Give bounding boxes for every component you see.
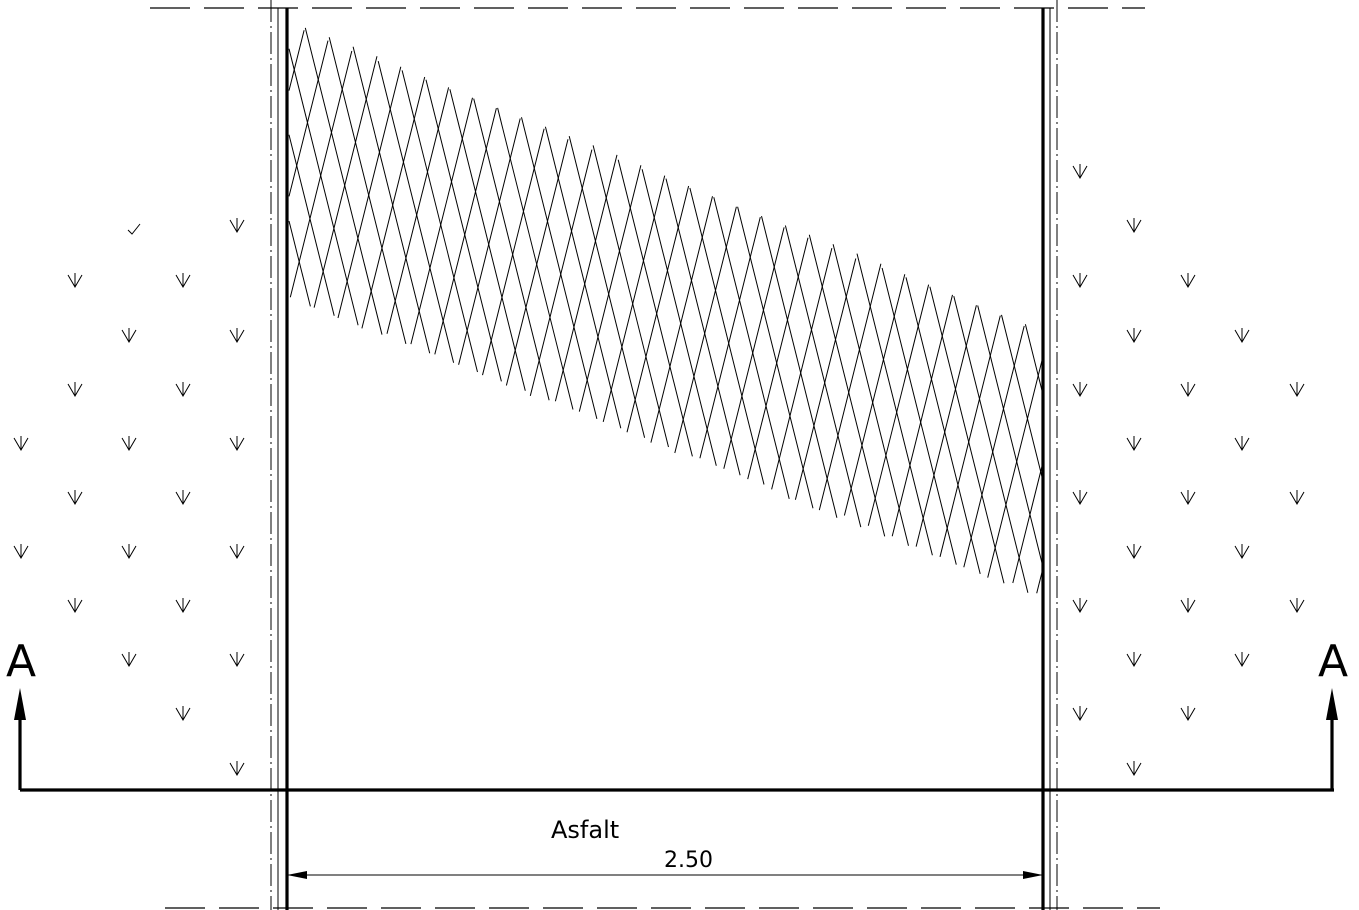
grass-icon bbox=[67, 598, 83, 613]
grass-icon bbox=[229, 652, 245, 667]
grass-icon bbox=[229, 436, 245, 451]
grass-icon bbox=[175, 273, 191, 288]
grass-symbols-left bbox=[13, 218, 245, 776]
grass-icon bbox=[121, 544, 137, 559]
section-line bbox=[14, 688, 1338, 792]
grass-icon bbox=[175, 706, 191, 721]
grass-icon bbox=[13, 544, 29, 559]
material-label: Asfalt bbox=[551, 816, 619, 844]
grass-icon bbox=[121, 328, 137, 343]
grass-icon bbox=[1234, 544, 1250, 559]
grass-icon bbox=[1126, 544, 1142, 559]
grass-icon bbox=[1180, 598, 1196, 613]
grass-icon bbox=[1289, 490, 1305, 505]
grass-icon bbox=[1072, 164, 1088, 179]
grass-icon bbox=[1126, 436, 1142, 451]
grass-icon bbox=[1072, 598, 1088, 613]
grass-icon bbox=[175, 490, 191, 505]
grass-icon bbox=[1126, 328, 1142, 343]
grass-icon bbox=[1289, 382, 1305, 397]
dimension-line bbox=[287, 871, 1043, 879]
dimension-arrow-left-icon bbox=[287, 871, 307, 879]
grass-icon bbox=[229, 328, 245, 343]
grass-icon bbox=[67, 490, 83, 505]
grass-icon bbox=[1072, 706, 1088, 721]
grass-icon bbox=[229, 761, 245, 776]
section-arrow-right-icon bbox=[1326, 688, 1338, 720]
grass-icon bbox=[1126, 652, 1142, 667]
grass-icon bbox=[1072, 382, 1088, 397]
grass-icon bbox=[229, 218, 245, 233]
grass-icon bbox=[1072, 273, 1088, 288]
grass-icon bbox=[121, 436, 137, 451]
grass-icon bbox=[1234, 652, 1250, 667]
grass-icon bbox=[175, 598, 191, 613]
section-marker-right: A bbox=[1318, 636, 1348, 687]
grass-icon bbox=[1072, 490, 1088, 505]
grass-icon bbox=[229, 544, 245, 559]
grass-icon bbox=[1234, 436, 1250, 451]
tick-mark-icon bbox=[127, 223, 141, 235]
crosshatch-band bbox=[288, 27, 1044, 594]
grass-icon bbox=[1180, 382, 1196, 397]
grass-icon bbox=[1126, 761, 1142, 776]
grass-icon bbox=[1289, 598, 1305, 613]
grass-icon bbox=[1180, 273, 1196, 288]
grass-icon bbox=[1234, 328, 1250, 343]
grass-symbols-right bbox=[1072, 164, 1305, 776]
grass-icon bbox=[1180, 706, 1196, 721]
grass-icon bbox=[67, 273, 83, 288]
dimension-arrow-right-icon bbox=[1023, 871, 1043, 879]
grass-icon bbox=[1180, 490, 1196, 505]
grass-icon bbox=[1126, 218, 1142, 233]
grass-icon bbox=[175, 382, 191, 397]
section-marker-left: A bbox=[6, 636, 36, 687]
dimension-label: 2.50 bbox=[664, 848, 713, 873]
grass-icon bbox=[121, 652, 137, 667]
grass-icon bbox=[67, 382, 83, 397]
section-arrow-left-icon bbox=[14, 688, 26, 720]
grass-icon bbox=[13, 436, 29, 451]
